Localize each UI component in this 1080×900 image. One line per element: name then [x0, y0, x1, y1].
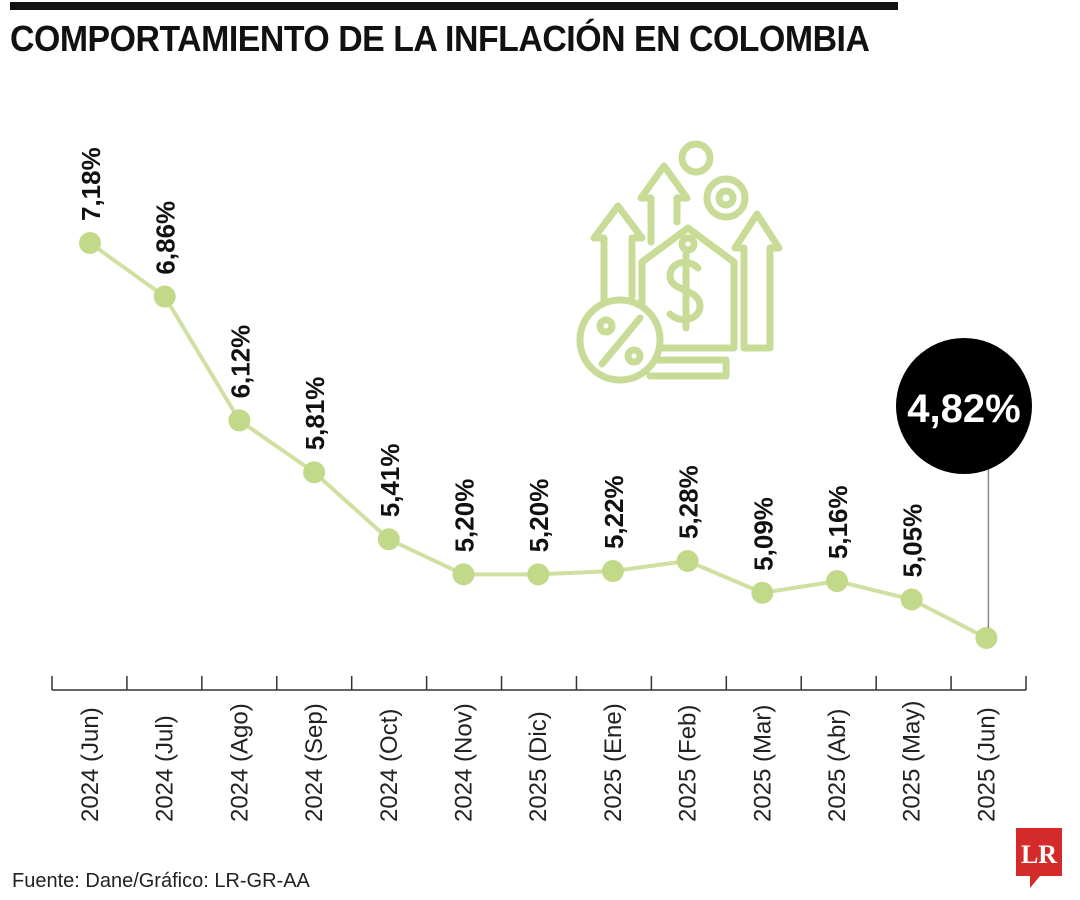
x-tick-label: 2025 (Feb) — [675, 705, 702, 822]
x-tick-label: 2024 (Ago) — [226, 703, 253, 822]
data-point — [377, 528, 400, 551]
value-label: 6,12% — [225, 325, 255, 399]
x-tick-label: 2024 (Oct) — [376, 709, 403, 822]
value-label: 5,09% — [748, 497, 778, 571]
top-rule — [10, 2, 898, 10]
x-tick-label: 2024 (Sep) — [301, 703, 328, 822]
data-point — [228, 409, 251, 432]
value-label: 5,81% — [300, 377, 330, 451]
data-point — [900, 588, 923, 611]
x-axis — [51, 676, 1027, 691]
value-label: 5,41% — [375, 444, 405, 518]
data-point — [79, 232, 101, 254]
data-point — [527, 563, 550, 586]
data-point — [452, 563, 475, 586]
data-point — [303, 461, 326, 484]
value-label: 5,05% — [898, 504, 928, 578]
chart-title: COMPORTAMIENTO DE LA INFLACIÓN EN COLOMB… — [10, 18, 870, 59]
highlight-badge — [896, 338, 1032, 474]
x-tick-label: 2024 (Jul) — [152, 715, 179, 822]
value-label: 5,16% — [823, 485, 853, 559]
x-tick-label: 2025 (Ene) — [600, 703, 627, 822]
data-point — [676, 550, 699, 573]
x-tick-label: 2025 (Mar) — [749, 705, 776, 822]
value-label: 5,28% — [674, 465, 704, 539]
value-labels: 7,18% 6,86% 6,12% 5,81% 5,41% 5,20% 5,20% 5,22%… — [76, 147, 928, 577]
data-point — [153, 285, 176, 308]
x-tick-label: 2024 (Jun) — [77, 707, 104, 822]
x-tick-label: 2025 (Dic) — [525, 711, 552, 822]
value-label: 7,18% — [76, 147, 106, 221]
x-tick-label: 2024 (Nov) — [451, 703, 478, 822]
lr-logo: LR — [1016, 828, 1062, 888]
x-tick-label: 2025 (May) — [899, 701, 926, 822]
data-point — [601, 560, 624, 583]
data-points — [79, 232, 998, 649]
value-label: 6,86% — [151, 201, 181, 275]
x-tick-label: 2025 (Jun) — [973, 707, 1000, 822]
svg-text:LR: LR — [1021, 840, 1057, 869]
source-note: Fuente: Dane/Gráfico: LR-GR-AA — [12, 870, 310, 892]
highlight-value-label: 4,82% — [907, 387, 1020, 431]
value-label: 5,20% — [524, 479, 554, 553]
data-point — [751, 581, 774, 604]
data-point — [975, 627, 998, 649]
price-tag-dollar-percent-arrows-icon — [576, 140, 783, 384]
value-label: 5,22% — [599, 475, 629, 549]
highlight-callout: 4,82% — [896, 338, 1032, 628]
x-tick-label: 2025 (Abr) — [824, 709, 851, 822]
data-point — [826, 570, 848, 593]
x-tick-labels: 2024 (Jun) 2024 (Jul) 2024 (Ago) 2024 (Sep)… — [77, 701, 1000, 822]
value-label: 5,20% — [450, 479, 480, 553]
